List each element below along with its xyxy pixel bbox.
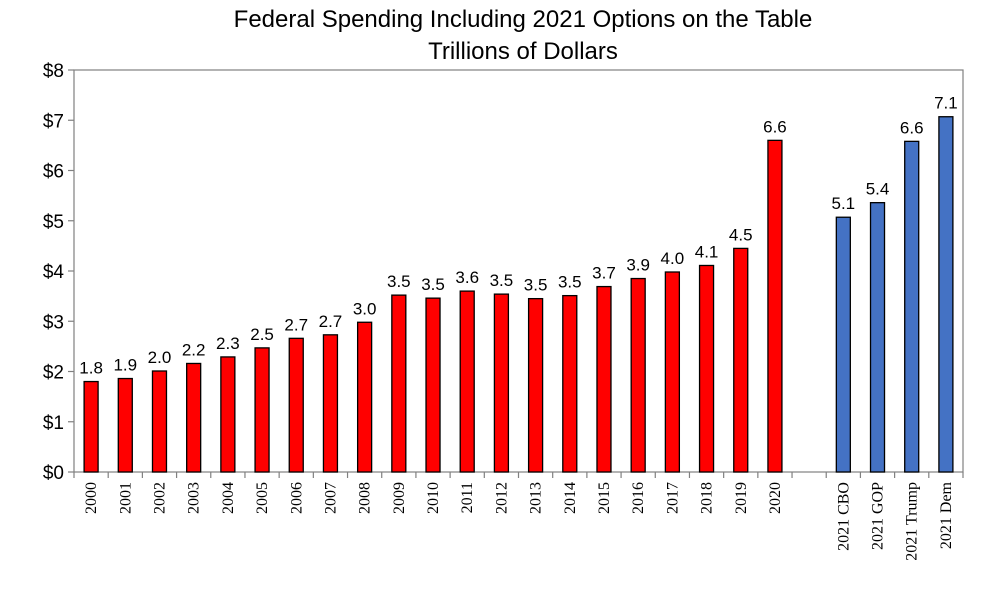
x-axis: 2000 2001 2002 2003 2004 2005 2006 2007 2008 2009… <box>73 472 964 561</box>
data-label: 2.3 <box>216 334 240 353</box>
bar-2018 <box>698 264 715 473</box>
x-tick-label: 2017 <box>664 482 681 514</box>
bar-2019 <box>733 247 749 473</box>
y-tick-label: $5 <box>43 212 64 233</box>
data-label: 1.9 <box>113 356 137 375</box>
x-tick-label: 2011 <box>459 482 476 513</box>
data-label: 7.1 <box>934 94 958 113</box>
y-tick-label: $7 <box>43 111 64 132</box>
data-label: 3.5 <box>524 276 548 295</box>
bar-2013 <box>527 297 544 473</box>
bars-group: 1.8 1.9 2.0 2.2 2.3 2.5 2.7 2.7 3.0 3.5 3.5 3.6 3.5 3… <box>79 94 958 473</box>
x-tick-label: 2018 <box>699 482 716 514</box>
chart-title: Federal Spending Including 2021 Options … <box>234 6 813 33</box>
x-tick-label: 2007 <box>322 482 339 514</box>
x-tick-label: 2009 <box>391 482 408 514</box>
data-label: 3.9 <box>626 256 650 275</box>
bar-2017 <box>664 271 681 473</box>
y-tick-label: $1 <box>43 413 64 434</box>
y-tick-label: $0 <box>43 463 64 484</box>
bar-2021-cbo <box>835 216 851 473</box>
data-label: 6.6 <box>900 118 924 137</box>
x-tick-label: 2000 <box>83 482 100 514</box>
data-label: 2.2 <box>182 340 206 359</box>
data-label: 3.5 <box>387 272 411 291</box>
x-tick-label: 2001 <box>117 482 134 514</box>
bar-2008 <box>356 321 373 473</box>
plot-area <box>73 69 964 473</box>
bar-2020 <box>767 139 783 473</box>
bar-2006 <box>288 337 304 473</box>
data-label: 2.5 <box>250 325 274 344</box>
x-tick-label: 2010 <box>425 482 442 514</box>
x-tick-label: 2021 GOP <box>870 482 887 550</box>
data-label: 3.5 <box>421 275 445 294</box>
bar-2012 <box>493 293 510 473</box>
bar-2021-dem <box>938 116 954 473</box>
data-label: 2.7 <box>319 312 343 331</box>
x-tick-label: 2003 <box>186 482 203 514</box>
bar-2011 <box>459 290 475 473</box>
bar-2014 <box>562 294 578 473</box>
data-label: 4.1 <box>695 242 719 261</box>
data-label: 3.5 <box>558 273 582 292</box>
y-tick-label: $2 <box>43 363 64 384</box>
data-label: 2.7 <box>284 315 308 334</box>
bar-2003 <box>186 362 202 473</box>
x-tick-label: 2015 <box>596 482 613 514</box>
data-label: 3.6 <box>455 268 479 287</box>
chart-subtitle: Trillions of Dollars <box>428 38 618 65</box>
x-tick-label: 2021 Dem <box>938 481 955 549</box>
x-tick-label: 2002 <box>151 482 168 514</box>
x-tick-label: 2019 <box>733 482 750 514</box>
data-label: 3.7 <box>592 264 616 283</box>
data-label: 1.8 <box>79 359 103 378</box>
data-label: 3.5 <box>490 271 514 290</box>
bar-2009 <box>391 294 407 473</box>
bar-2002 <box>151 370 168 473</box>
data-label: 5.1 <box>832 194 856 213</box>
data-label: 5.4 <box>866 180 890 199</box>
y-tick-label: $3 <box>43 312 64 333</box>
bar-2001 <box>117 377 133 473</box>
y-tick-label: $6 <box>43 162 64 183</box>
y-tick-label: $8 <box>43 61 64 82</box>
x-tick-label: 2020 <box>767 482 784 514</box>
bar-2010 <box>425 297 441 473</box>
data-label: 2.0 <box>148 348 172 367</box>
bar-2021-gop <box>869 202 886 473</box>
bar-2000 <box>83 380 99 473</box>
x-tick-label: 2013 <box>528 482 545 514</box>
x-tick-label: 2012 <box>493 482 510 514</box>
x-tick-label: 2008 <box>357 482 374 514</box>
data-label: 6.6 <box>763 117 787 136</box>
bar-2016 <box>630 277 646 473</box>
bar-2021-trump <box>904 140 920 473</box>
y-tick-label: $4 <box>43 262 65 283</box>
data-label: 3.0 <box>353 299 377 318</box>
bar-2015 <box>596 285 612 473</box>
bar-2007 <box>322 334 339 473</box>
x-tick-label: 2005 <box>254 482 271 514</box>
x-tick-label: 2021 CBO <box>835 482 852 551</box>
x-tick-label: 2006 <box>288 482 305 514</box>
x-tick-label: 2004 <box>220 482 237 514</box>
bar-2004 <box>220 356 236 473</box>
x-tick-label: 2014 <box>562 482 579 514</box>
y-axis: $0 $1 $2 $3 $4 $5 $6 $7 $8 <box>43 61 74 484</box>
x-tick-label: 2021 Trump <box>904 482 921 561</box>
bar-2005 <box>254 347 270 473</box>
data-label: 4.0 <box>661 249 685 268</box>
x-tick-label: 2016 <box>630 482 647 514</box>
data-label: 4.5 <box>729 225 753 244</box>
